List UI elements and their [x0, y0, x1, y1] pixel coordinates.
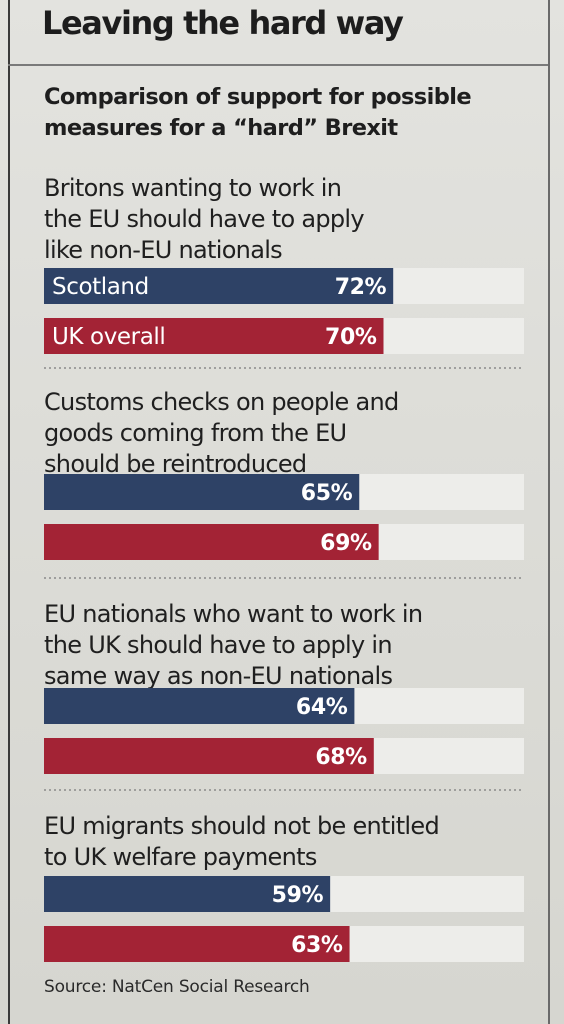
category-label-2-line-1: Customs checks on people and — [44, 388, 399, 416]
category-label-1-line-1: Britons wanting to work in — [44, 174, 341, 202]
bar-uk-overall-3 — [44, 738, 374, 774]
value-label-2-2: 69% — [320, 531, 372, 556]
chart-subtitle: Comparison of support for possible measu… — [44, 84, 472, 141]
value-label-2-1: 65% — [301, 481, 353, 506]
bar-scotland-3 — [44, 688, 355, 724]
category-label-3-line-3: same way as non-EU nationals — [44, 662, 392, 690]
right-column-rule — [548, 0, 550, 1024]
bar-uk-overall-4 — [44, 926, 350, 962]
category-label-4-line-2: to UK welfare payments — [44, 843, 317, 871]
series-label-uk-overall: UK overall — [52, 324, 165, 350]
source-note: Source: NatCen Social Research — [44, 977, 310, 997]
value-label-3-2: 68% — [315, 745, 367, 770]
chart-title: Leaving the hard way — [42, 4, 404, 42]
bar-uk-overall-2 — [44, 524, 379, 560]
category-label-1-line-3: like non-EU nationals — [44, 236, 282, 264]
category-label-1-line-2: the EU should have to apply — [44, 205, 364, 233]
bar-uk-overall-1 — [44, 318, 384, 354]
left-column-rule — [8, 0, 10, 1024]
bar-scotland-2 — [44, 474, 360, 510]
category-label-2-line-2: goods coming from the EU — [44, 419, 346, 447]
series-label-scotland: Scotland — [52, 274, 149, 300]
value-label-4-2: 63% — [291, 933, 343, 958]
value-label-1-2: 70% — [325, 325, 377, 350]
bar-scotland-1 — [44, 268, 394, 304]
value-label-4-1: 59% — [272, 883, 324, 908]
category-label-4-line-1: EU migrants should not be entitled — [44, 812, 439, 840]
category-label-2-line-3: should be reintroduced — [44, 450, 306, 478]
value-label-1-1: 72% — [335, 275, 387, 300]
value-label-3-1: 64% — [296, 695, 348, 720]
category-label-3-line-1: EU nationals who want to work in — [44, 600, 422, 628]
title-divider — [8, 64, 548, 66]
bar-scotland-4 — [44, 876, 331, 912]
category-label-3-line-2: the UK should have to apply in — [44, 631, 392, 659]
